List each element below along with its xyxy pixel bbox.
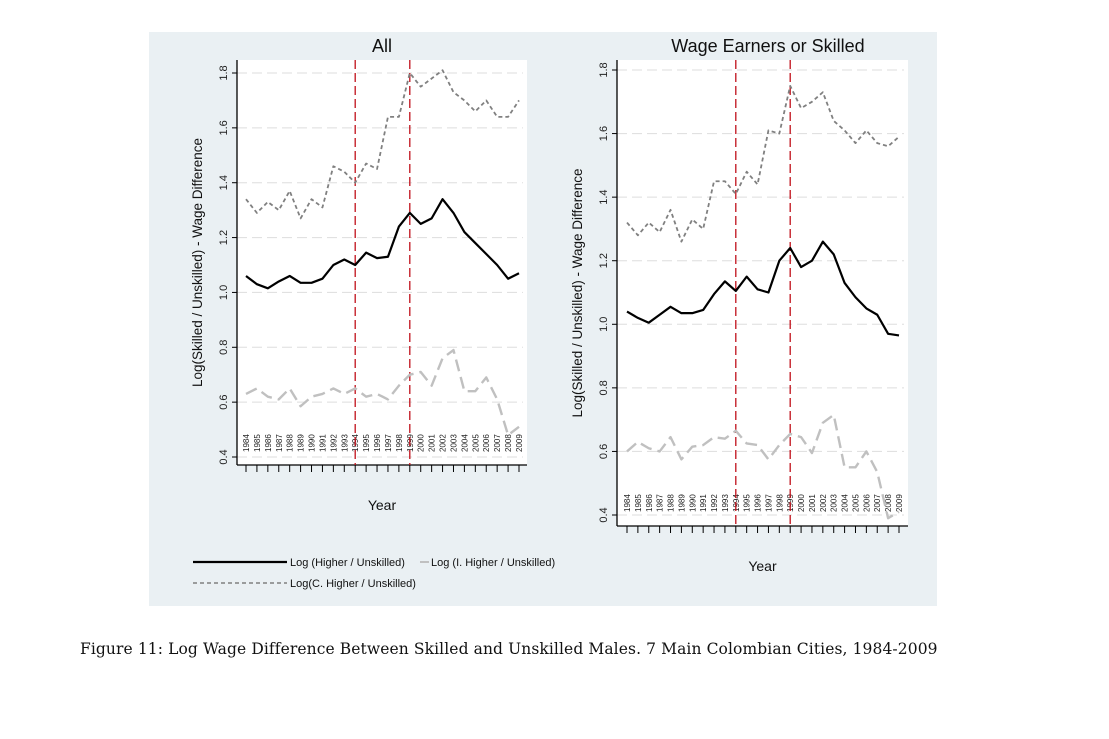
- x-tick-label: 1992: [329, 434, 338, 452]
- x-tick-label: 1989: [677, 494, 686, 512]
- y-tick-label: 0.6: [598, 444, 610, 459]
- y-tick-label: 0.4: [598, 507, 610, 522]
- series-higher-line: [626, 240, 900, 337]
- x-tick-label: 2007: [493, 434, 502, 452]
- y-tick-label: 0.8: [598, 380, 610, 395]
- x-tick-label: 1990: [308, 434, 317, 452]
- x-tick-label: 1985: [634, 494, 643, 512]
- series-c-higher-line: [245, 69, 520, 220]
- x-tick-label: 1996: [754, 494, 763, 512]
- x-tick-label: 2004: [841, 494, 850, 512]
- x-tick-label: 1986: [264, 434, 273, 452]
- x-tick-label: 2008: [884, 494, 893, 512]
- x-tick-label: 2009: [515, 434, 524, 452]
- y-tick-label: 1.8: [598, 62, 610, 77]
- x-tick-label: 1991: [318, 434, 327, 452]
- x-tick-label: 2003: [449, 434, 458, 452]
- y-tick-label: 1.4: [218, 175, 230, 190]
- x-tick-label: 1987: [275, 434, 284, 452]
- x-tick-label: 2009: [895, 494, 904, 512]
- x-tick-label: 2002: [819, 494, 828, 512]
- x-tick-label: 2008: [504, 434, 513, 452]
- x-tick-label: 1995: [362, 434, 371, 452]
- legend: Log (Higher / Unskilled) Log (I. Higher /…: [193, 557, 555, 590]
- chart-title: All: [372, 36, 392, 56]
- x-tick-label: 2000: [417, 434, 426, 452]
- x-tick-label: 1984: [242, 434, 251, 452]
- x-tick-label: 1986: [645, 494, 654, 512]
- y-tick-label: 1.6: [598, 126, 610, 141]
- x-tick-label: 1993: [340, 434, 349, 452]
- x-tick-label: 2005: [851, 494, 860, 512]
- x-tick-label: 1997: [384, 434, 393, 452]
- x-tick-label: 2007: [873, 494, 882, 512]
- x-tick-label: 2001: [428, 434, 437, 452]
- y-tick-label: 0.8: [218, 340, 230, 355]
- x-tick-label: 1996: [373, 434, 382, 452]
- x-tick-label: 1998: [395, 434, 404, 452]
- x-tick-label: 1988: [667, 494, 676, 512]
- x-tick-label: 1984: [623, 494, 632, 512]
- legend-label-i-higher: Log (I. Higher / Unskilled): [431, 557, 555, 569]
- y-tick-label: 1.0: [598, 317, 610, 332]
- x-tick-label: 1985: [253, 434, 262, 452]
- y-tick-label: 1.2: [218, 230, 230, 245]
- legend-label-c-higher: Log(C. Higher / Unskilled): [290, 578, 416, 590]
- plot-area: [237, 60, 527, 465]
- y-tick-label: 1.0: [218, 285, 230, 300]
- x-tick-label: 2004: [460, 434, 469, 452]
- x-tick-label: 1997: [764, 494, 773, 512]
- y-axis-title: Log(Skilled / Unskilled) - Wage Differen…: [190, 138, 205, 387]
- y-tick-label: 0.6: [218, 394, 230, 409]
- x-tick-label: 2000: [797, 494, 806, 512]
- figure-caption: Figure 11: Log Wage Difference Between S…: [80, 640, 938, 658]
- x-tick-label: 2005: [471, 434, 480, 452]
- series-i-higher-line: [245, 348, 520, 437]
- y-tick-label: 1.2: [598, 253, 610, 268]
- x-tick-label: 1992: [710, 494, 719, 512]
- x-axis-title: Year: [748, 558, 777, 574]
- x-tick-label: 1998: [775, 494, 784, 512]
- chart-title: Wage Earners or Skilled: [671, 36, 864, 56]
- y-tick-label: 1.8: [218, 65, 230, 80]
- y-tick-label: 0.4: [218, 449, 230, 464]
- x-tick-label: 1989: [297, 434, 306, 452]
- x-tick-label: 2003: [830, 494, 839, 512]
- series-c-higher-line: [626, 84, 900, 243]
- series-i-higher-line: [626, 413, 900, 520]
- chart-panel-2: Wage Earners or Skilled 0.4 0.6 0.8 1.0 1.2 1.…: [570, 36, 908, 574]
- x-tick-label: 2006: [862, 494, 871, 512]
- y-tick-label: 1.6: [218, 120, 230, 135]
- x-tick-label: 2001: [808, 494, 817, 512]
- series-higher-line: [245, 198, 520, 290]
- y-tick-label: 1.4: [598, 189, 610, 204]
- legend-label-higher: Log (Higher / Unskilled): [290, 557, 405, 569]
- y-axis-title: Log(Skilled / Unskilled) - Wage Differen…: [570, 168, 585, 417]
- x-tick-label: 1993: [721, 494, 730, 512]
- x-tick-label: 2006: [482, 434, 491, 452]
- x-tick-label: 1991: [699, 494, 708, 512]
- x-tick-label: 1988: [286, 434, 295, 452]
- x-tick-label: 2002: [439, 434, 448, 452]
- x-tick-label: 1990: [688, 494, 697, 512]
- x-tick-label: 1987: [656, 494, 665, 512]
- x-tick-label: 1995: [743, 494, 752, 512]
- x-axis-title: Year: [368, 497, 397, 513]
